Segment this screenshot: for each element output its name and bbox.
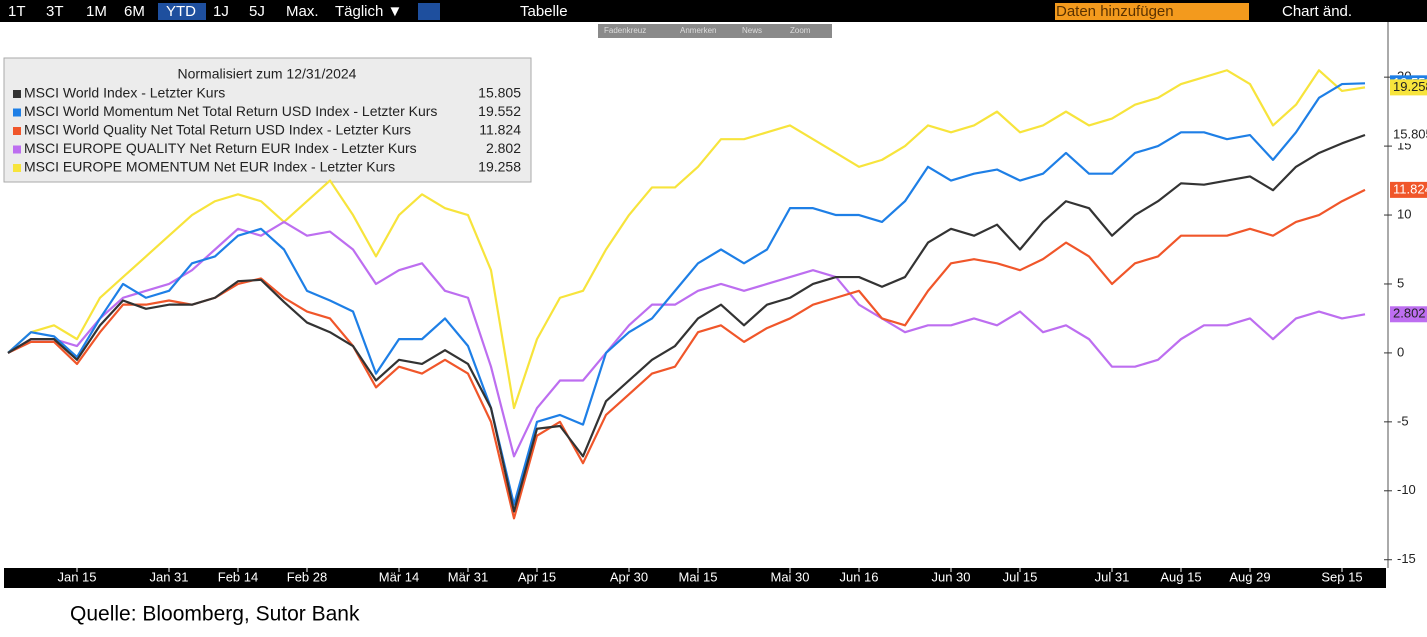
value-tag-label: 2.802 [1393, 306, 1426, 321]
legend-value: 15.805 [478, 85, 521, 101]
legend-value: 19.258 [478, 159, 521, 175]
ytd-highlight [158, 3, 206, 20]
x-tick-label: Apr 30 [610, 569, 648, 584]
y-tick-label: -15 [1397, 551, 1416, 566]
y-tick-label: 5 [1397, 275, 1404, 290]
x-tick-label: Aug 15 [1160, 569, 1201, 584]
x-tick-label: Jun 16 [839, 569, 878, 584]
legend-label: MSCI EUROPE MOMENTUM Net EUR Index - Let… [24, 159, 395, 175]
legend-value: 11.824 [479, 122, 521, 138]
toolbar-button[interactable]: 6M [124, 3, 145, 20]
line-icon-bg [418, 3, 440, 20]
value-tag-label: 19.258 [1393, 79, 1427, 94]
value-tag-label: 11.824 [1393, 181, 1427, 196]
toolbar-button[interactable]: YTD [166, 3, 196, 20]
x-tick-label: Feb 14 [218, 569, 258, 584]
x-tick-label: Jul 15 [1003, 569, 1038, 584]
series-line [7, 82, 1366, 506]
value-tag [1390, 79, 1427, 96]
legend-label: MSCI EUROPE QUALITY Net Return EUR Index… [24, 140, 417, 156]
x-tick-label: Sep 15 [1321, 569, 1362, 584]
source: Quelle: Bloomberg, Sutor Bank [70, 603, 360, 626]
tool-button[interactable]: Fadenkreuz [604, 26, 646, 35]
value-tag [1390, 306, 1427, 323]
toolbar-button[interactable]: Max. [286, 3, 319, 20]
value-tag-label: 15.805 [1393, 126, 1427, 141]
legend-box [3, 57, 532, 183]
x-tick-label: Mai 15 [678, 569, 717, 584]
toolbar-button[interactable]: 5J [249, 3, 265, 20]
legend-swatch [13, 127, 21, 135]
legend-swatch [13, 108, 21, 117]
legend-swatch [13, 145, 21, 154]
series-line [7, 188, 1366, 520]
legend-value: 19.552 [478, 103, 521, 119]
series-line [7, 69, 1366, 410]
x-tick-label: Mär 31 [448, 569, 488, 584]
table-button[interactable]: Tabelle [520, 3, 568, 20]
y-tick-label: 10 [1397, 206, 1411, 221]
legend-label: MSCI World Quality Net Total Return USD … [24, 122, 411, 138]
y-tick-label: -10 [1397, 482, 1416, 497]
add-data-field[interactable] [1055, 3, 1249, 20]
legend-swatch [13, 90, 21, 98]
value-tag [1390, 181, 1427, 198]
tool-button[interactable]: News [742, 26, 762, 35]
toolbar-button[interactable]: 1T [8, 3, 26, 20]
x-tick-label: Mai 30 [770, 569, 809, 584]
x-tick-label: Feb 28 [287, 569, 327, 584]
series-line [7, 133, 1366, 513]
chart-edit[interactable]: Chart änd. [1282, 3, 1352, 20]
x-axis-band [4, 568, 1386, 588]
series-line [7, 220, 1366, 458]
legend-label: MSCI World Momentum Net Total Return USD… [24, 103, 437, 119]
legend-label: MSCI World Index - Letzter Kurs [24, 85, 225, 101]
x-tick-label: Jun 30 [931, 569, 970, 584]
x-tick-label: Jan 31 [149, 569, 188, 584]
x-tick-label: Jan 15 [57, 569, 96, 584]
x-tick-label: Apr 15 [518, 569, 556, 584]
x-tick-label: Jul 31 [1095, 569, 1130, 584]
toolbar-button[interactable]: 3T [46, 3, 64, 20]
x-tick-label: Mär 14 [379, 569, 419, 584]
value-tag [1390, 126, 1427, 143]
legend-value: 2.802 [486, 140, 521, 156]
tool-button[interactable]: Zoom [790, 26, 811, 35]
x-tick-label: Aug 29 [1229, 569, 1270, 584]
toolbar-button[interactable]: Täglich ▼ [335, 3, 402, 20]
legend-swatch [13, 164, 21, 172]
add-data-text[interactable]: Daten hinzufügen [1056, 3, 1174, 20]
tool-strip [598, 24, 832, 38]
y-tick-label: -5 [1397, 413, 1409, 428]
tool-button[interactable]: Anmerken [680, 26, 716, 35]
toolbar-button[interactable]: 1J [213, 3, 229, 20]
toolbar-button[interactable]: 1M [86, 3, 107, 20]
legend-title: Normalisiert zum 12/31/2024 [178, 66, 357, 82]
y-tick-label: 0 [1397, 344, 1404, 359]
